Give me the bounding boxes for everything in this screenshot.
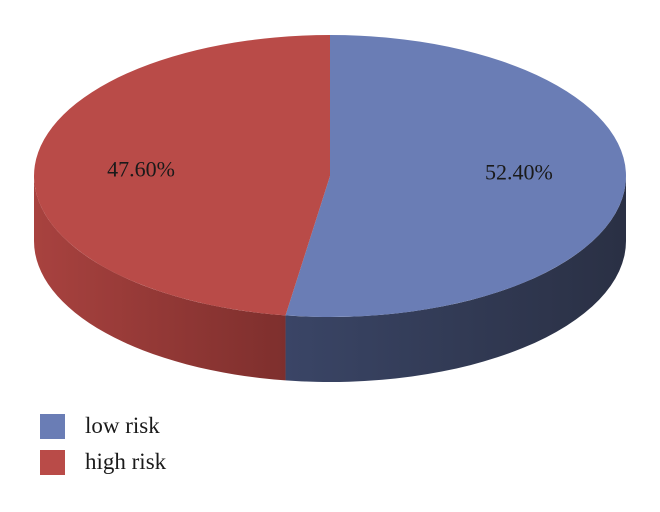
- pie-side-low-risk: [285, 176, 626, 382]
- legend-label-low-risk: low risk: [85, 413, 160, 438]
- legend-swatch-low-risk: [40, 413, 65, 439]
- pie-slice-high-risk: [34, 34, 330, 316]
- pie-chart: 52.40% 47.60%: [34, 34, 627, 382]
- data-label-high-risk: 47.60%: [107, 156, 175, 181]
- legend-item-low-risk: low risk: [40, 410, 166, 442]
- legend-label-high-risk: high risk: [85, 449, 167, 474]
- data-label-low-risk: 52.40%: [485, 160, 553, 185]
- pie-side-high-risk: [34, 176, 286, 381]
- pie-slice-low-risk: [285, 35, 627, 318]
- legend-swatch-high-risk: [40, 449, 65, 475]
- legend-item-high-risk: high risk: [40, 446, 166, 478]
- legend: low risk high risk: [40, 410, 166, 482]
